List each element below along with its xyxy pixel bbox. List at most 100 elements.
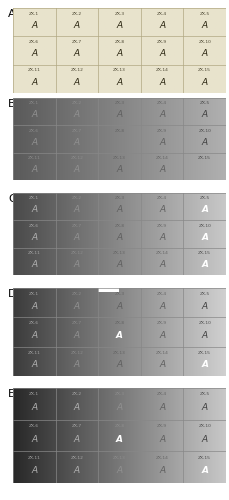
Text: A: A — [74, 233, 80, 242]
Text: A: A — [116, 165, 123, 174]
Text: ZX-14: ZX-14 — [156, 350, 169, 354]
Text: D: D — [8, 289, 16, 299]
Text: A: A — [116, 78, 123, 86]
Text: ZX-1: ZX-1 — [29, 102, 39, 105]
Text: ZX-1: ZX-1 — [29, 196, 39, 200]
Text: ZX-8: ZX-8 — [114, 129, 125, 133]
Text: ZX-15: ZX-15 — [198, 156, 211, 160]
Text: A: A — [201, 260, 208, 269]
Text: A: A — [74, 403, 80, 412]
Text: ZX-11: ZX-11 — [28, 350, 41, 354]
Text: ZX-7: ZX-7 — [72, 129, 82, 133]
Text: ZX-12: ZX-12 — [71, 68, 83, 72]
Text: A: A — [159, 21, 165, 30]
Text: ZX-4: ZX-4 — [157, 102, 167, 105]
Text: A: A — [74, 138, 80, 147]
Text: ZX-2: ZX-2 — [72, 102, 82, 105]
Text: A: A — [31, 206, 37, 214]
Text: A: A — [31, 360, 37, 370]
Text: A: A — [202, 331, 208, 340]
Text: A: A — [31, 165, 37, 174]
Text: ZX-15: ZX-15 — [198, 350, 211, 354]
Text: A: A — [31, 138, 37, 147]
Text: ZX-11: ZX-11 — [28, 251, 41, 255]
Text: A: A — [31, 110, 37, 120]
Text: A: A — [31, 466, 37, 475]
Text: A: A — [116, 466, 123, 475]
Text: A: A — [159, 403, 165, 412]
Text: A: A — [201, 360, 208, 370]
Text: A: A — [201, 466, 208, 475]
Text: ZX-6: ZX-6 — [29, 321, 39, 325]
Text: A: A — [74, 360, 80, 370]
Text: A: A — [202, 110, 208, 120]
Text: A: A — [31, 435, 37, 444]
Text: ZX-5: ZX-5 — [200, 196, 210, 200]
Text: ZX-12: ZX-12 — [71, 456, 83, 460]
Text: ZX-3: ZX-3 — [114, 292, 125, 296]
Text: ZX-8: ZX-8 — [114, 424, 125, 428]
Text: ZX-10: ZX-10 — [198, 224, 211, 228]
Text: ZX-15: ZX-15 — [198, 68, 211, 72]
Text: A: A — [31, 260, 37, 269]
Text: A: A — [159, 435, 165, 444]
Text: B: B — [8, 99, 16, 109]
Text: A: A — [74, 260, 80, 269]
Text: ZX-9: ZX-9 — [157, 129, 167, 133]
Text: ZX-3: ZX-3 — [114, 392, 125, 396]
Text: ZX-3: ZX-3 — [114, 102, 125, 105]
Text: ZX-11: ZX-11 — [28, 456, 41, 460]
Text: A: A — [74, 435, 80, 444]
Text: ZX-2: ZX-2 — [72, 12, 82, 16]
Text: A: A — [159, 165, 165, 174]
Text: A: A — [116, 50, 123, 58]
Text: ZX-5: ZX-5 — [200, 292, 210, 296]
Text: ZX-12: ZX-12 — [71, 251, 83, 255]
Text: ZX-11: ZX-11 — [28, 68, 41, 72]
Text: ZX-6: ZX-6 — [29, 424, 39, 428]
Text: ZX-4: ZX-4 — [157, 196, 167, 200]
Text: A: A — [31, 302, 37, 310]
Text: A: A — [116, 360, 123, 370]
Text: A: A — [202, 403, 208, 412]
Text: A: A — [116, 110, 123, 120]
Text: A: A — [31, 331, 37, 340]
Text: ZX-10: ZX-10 — [198, 424, 211, 428]
Text: A: A — [201, 233, 208, 242]
Text: A: A — [74, 302, 80, 310]
Text: ZX-15: ZX-15 — [198, 456, 211, 460]
Text: ZX-4: ZX-4 — [157, 12, 167, 16]
Text: A: A — [31, 233, 37, 242]
Text: A: A — [202, 302, 208, 310]
Text: ZX-15: ZX-15 — [198, 251, 211, 255]
Text: A: A — [74, 110, 80, 120]
Text: ZX-2: ZX-2 — [72, 292, 82, 296]
Text: ZX-13: ZX-13 — [113, 251, 126, 255]
Text: A: A — [202, 50, 208, 58]
Text: A: A — [159, 233, 165, 242]
Text: A: A — [31, 50, 37, 58]
Text: A: A — [159, 260, 165, 269]
Text: A: A — [31, 21, 37, 30]
Text: ZX-12: ZX-12 — [71, 350, 83, 354]
Text: ZX-5: ZX-5 — [200, 102, 210, 105]
Text: ZX-4: ZX-4 — [157, 392, 167, 396]
Text: A: A — [74, 206, 80, 214]
Text: A: A — [116, 260, 123, 269]
Text: A: A — [159, 50, 165, 58]
Text: A: A — [201, 206, 208, 214]
Text: ZX-11: ZX-11 — [28, 156, 41, 160]
Text: A: A — [116, 331, 123, 340]
Text: ZX-7: ZX-7 — [72, 40, 82, 44]
Text: ZX-3: ZX-3 — [114, 12, 125, 16]
Text: A: A — [202, 21, 208, 30]
Text: A: A — [159, 302, 165, 310]
Text: A: A — [116, 21, 123, 30]
Text: A: A — [159, 360, 165, 370]
Text: A: A — [116, 233, 123, 242]
Text: ZX-14: ZX-14 — [156, 156, 169, 160]
Text: A: A — [74, 78, 80, 86]
Text: A: A — [202, 138, 208, 147]
Text: A: A — [159, 466, 165, 475]
Text: A: A — [202, 78, 208, 86]
